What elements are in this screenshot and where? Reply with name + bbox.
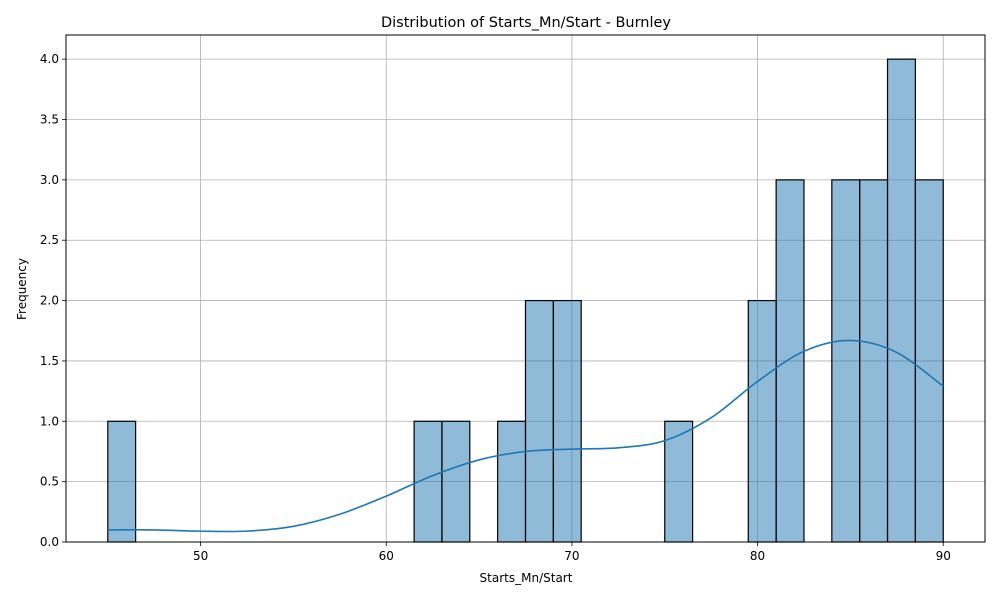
y-axis-label: Frequency xyxy=(15,258,29,320)
histogram-bar xyxy=(914,179,944,543)
histogram-bars xyxy=(107,58,944,543)
x-tick-label: 50 xyxy=(193,549,208,563)
y-tick-label: 3.0 xyxy=(40,173,59,187)
y-tick-label: 0.5 xyxy=(40,475,59,489)
histogram-bar xyxy=(859,179,889,543)
y-tick-label: 2.5 xyxy=(40,233,59,247)
y-tick-label: 1.5 xyxy=(40,354,59,368)
histogram-bar xyxy=(831,179,861,543)
tick-labels: 50 60 70 80 90 0.0 0.5 1.0 1.5 2.0 2.5 3.0 3.5 4.0 xyxy=(40,52,951,563)
x-tick-label: 90 xyxy=(936,549,951,563)
x-tick-label: 70 xyxy=(564,549,579,563)
histogram-bar xyxy=(524,299,554,543)
histogram-bar xyxy=(886,58,916,543)
x-tick-label: 80 xyxy=(750,549,765,563)
histogram-bar xyxy=(441,420,471,543)
y-tick-label: 3.5 xyxy=(40,113,59,127)
x-tick-label: 60 xyxy=(379,549,394,563)
axes xyxy=(65,34,986,543)
y-tick-label: 4.0 xyxy=(40,52,59,66)
histogram-bar xyxy=(664,420,694,543)
y-tick-label: 2.0 xyxy=(40,294,59,308)
y-tick-label: 1.0 xyxy=(40,414,59,428)
histogram-bar xyxy=(552,299,582,543)
histogram-bar xyxy=(497,420,527,543)
x-axis-label: Starts_Mn/Start xyxy=(480,571,573,585)
plot-frame xyxy=(65,34,986,543)
y-tick-label: 0.0 xyxy=(40,535,59,549)
chart-title: Distribution of Starts_Mn/Start - Burnle… xyxy=(381,15,671,31)
kde-line xyxy=(107,339,944,533)
histogram-bar xyxy=(775,179,805,543)
kde-curve-layer xyxy=(107,339,944,533)
histogram-bar xyxy=(747,299,777,543)
histogram-bar xyxy=(107,420,137,543)
